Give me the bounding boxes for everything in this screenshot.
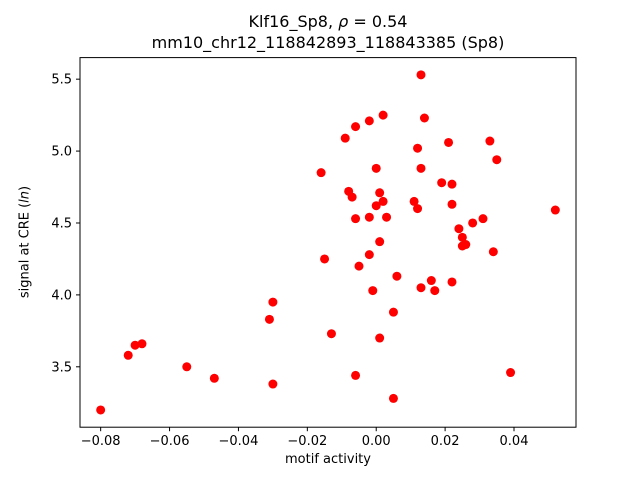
data-point (388, 307, 398, 317)
data-point (371, 201, 381, 211)
data-point (354, 261, 364, 271)
x-tick-label: −0.08 (81, 434, 121, 449)
x-tick-label: −0.06 (150, 434, 190, 449)
ylabel-suffix: ) (17, 185, 33, 191)
data-point (409, 196, 419, 206)
data-point (457, 232, 467, 242)
data-point (447, 277, 457, 287)
data-point (123, 350, 133, 360)
data-point (371, 163, 381, 173)
ylabel-prefix: signal at CRE ( (17, 202, 33, 299)
data-point (96, 405, 106, 415)
data-point (364, 250, 374, 260)
x-tick-label: 0.04 (500, 434, 529, 449)
data-point (340, 133, 350, 143)
data-point (316, 168, 326, 178)
x-tick-label: 0.00 (362, 434, 391, 449)
data-point (378, 110, 388, 120)
data-point (351, 370, 361, 380)
y-tick-label: 4.5 (51, 216, 72, 231)
rho-symbol: ρ (338, 12, 349, 31)
data-point (268, 379, 278, 389)
data-point (368, 286, 378, 296)
title-suffix: = 0.54 (348, 12, 408, 31)
scatter-points-layer (96, 70, 560, 415)
data-point (326, 329, 336, 339)
data-point (130, 340, 140, 350)
data-point (392, 271, 402, 281)
data-point (364, 212, 374, 222)
data-point (444, 137, 454, 147)
axes-spines (79, 57, 577, 428)
y-tick-label: 3.5 (51, 360, 72, 375)
data-point (375, 188, 385, 198)
y-axis-label: signal at CRE (ln) (18, 186, 33, 298)
data-point (430, 286, 440, 296)
data-point (506, 368, 516, 378)
y-tick-label: 4.0 (51, 288, 72, 303)
axes-layer: −0.08 −0.06 −0.04 −0.02 0.00 0.02 0.04 3.5 4.0 4.… (51, 57, 577, 449)
data-point (485, 136, 495, 146)
x-tick-label: 0.02 (431, 434, 460, 449)
data-point (351, 122, 361, 132)
data-point (454, 224, 464, 234)
data-point (492, 155, 502, 165)
data-point (488, 247, 498, 257)
data-point (382, 212, 392, 222)
data-point (182, 362, 192, 372)
data-point (437, 178, 447, 188)
data-point (419, 113, 429, 123)
data-point (416, 163, 426, 173)
data-point (416, 70, 426, 80)
data-point (347, 192, 357, 202)
data-point (447, 199, 457, 209)
data-point (550, 205, 560, 215)
data-point (264, 314, 274, 324)
data-point (461, 240, 471, 250)
data-point (468, 218, 478, 228)
data-point (375, 237, 385, 247)
data-point (388, 393, 398, 403)
data-point (478, 214, 488, 224)
data-point (320, 254, 330, 264)
data-point (209, 373, 219, 383)
data-point (447, 179, 457, 189)
y-tick-label: 5.0 (51, 145, 72, 160)
data-point (351, 214, 361, 224)
data-point (416, 283, 426, 293)
data-point (364, 116, 374, 126)
data-point (413, 143, 423, 153)
chart-title-line1: Klf16_Sp8, ρ = 0.54 (80, 12, 576, 31)
y-tick-label: 5.5 (51, 73, 72, 88)
x-tick-label: −0.04 (219, 434, 259, 449)
ylabel-italic: ln (17, 190, 33, 203)
data-point (375, 333, 385, 343)
data-point (137, 339, 147, 349)
x-tick-label: −0.02 (287, 434, 327, 449)
chart-title-line2: mm10_chr12_118842893_118843385 (Sp8) (151, 33, 505, 52)
data-point (413, 204, 423, 214)
x-axis-label: motif activity (285, 452, 371, 467)
data-point (426, 276, 436, 286)
data-point (378, 196, 388, 206)
title-prefix: Klf16_Sp8, (248, 12, 339, 31)
data-point (268, 297, 278, 307)
